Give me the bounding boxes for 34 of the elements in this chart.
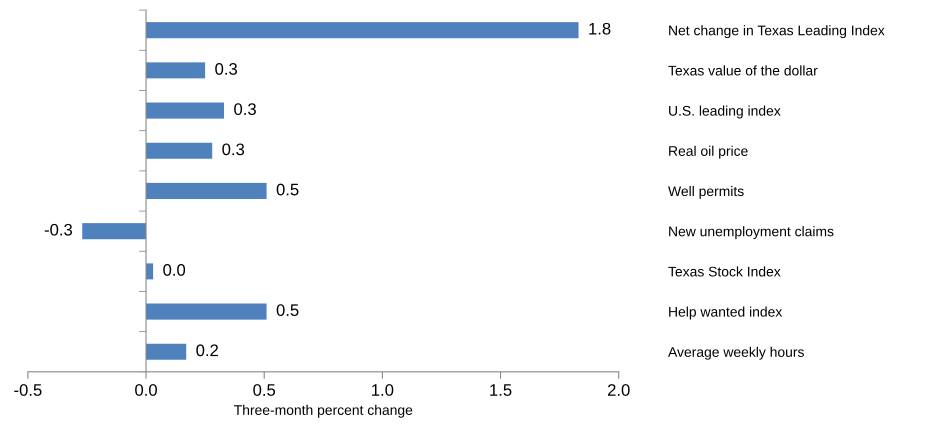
x-tick-label: 0.5 <box>253 384 276 396</box>
data-label: 0.2 <box>196 344 218 356</box>
y-tick-label: Help wanted index <box>669 306 782 320</box>
data-label: 0.0 <box>163 264 186 276</box>
x-tick-label: 1.0 <box>372 384 394 396</box>
bar <box>146 102 224 119</box>
bar <box>146 22 579 38</box>
y-tick-label: Net change in Texas Leading Index <box>669 25 885 38</box>
x-tick-label: 1.5 <box>490 384 512 396</box>
data-label: -0.3 <box>44 224 72 236</box>
data-label: 0.5 <box>276 184 298 196</box>
data-label: 0.3 <box>222 143 244 156</box>
bar <box>146 304 267 320</box>
data-label: 0.3 <box>215 63 238 75</box>
y-tick-label: Well permits <box>668 186 744 199</box>
bar <box>146 263 154 280</box>
y-tick-label: Texas value of the dollar <box>668 65 818 76</box>
x-axis-title: Three-month percent change <box>234 404 412 418</box>
bar <box>146 344 186 360</box>
data-label: 0.5 <box>276 304 298 316</box>
y-tick-label: Real oil price <box>669 146 748 159</box>
y-tick-label: New unemployment claims <box>669 226 834 240</box>
x-tick-label: -0.5 <box>14 384 42 396</box>
y-tick-label: Texas Stock Index <box>668 266 781 277</box>
data-label: 1.8 <box>589 22 610 35</box>
x-tick-label: 0.0 <box>135 384 157 396</box>
bar <box>146 182 267 200</box>
x-tick-label: 2.0 <box>608 384 630 396</box>
bar <box>146 62 206 78</box>
y-tick-label: U.S. leading index <box>669 106 781 118</box>
bar <box>146 142 212 159</box>
bar <box>82 223 146 240</box>
data-label: 0.3 <box>234 103 256 116</box>
y-tick-label: Average weekly hours <box>668 346 804 360</box>
